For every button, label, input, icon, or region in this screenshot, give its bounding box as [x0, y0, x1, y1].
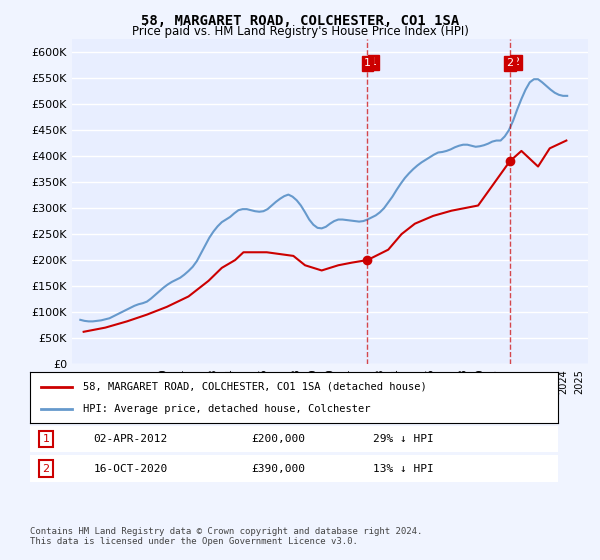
- Text: Contains HM Land Registry data © Crown copyright and database right 2024.
This d: Contains HM Land Registry data © Crown c…: [30, 526, 422, 546]
- Text: 2: 2: [42, 464, 49, 474]
- Text: Price paid vs. HM Land Registry's House Price Index (HPI): Price paid vs. HM Land Registry's House …: [131, 25, 469, 38]
- Text: 02-APR-2012: 02-APR-2012: [94, 434, 167, 444]
- Text: HPI: Average price, detached house, Colchester: HPI: Average price, detached house, Colc…: [83, 404, 370, 414]
- Text: £200,000: £200,000: [252, 434, 306, 444]
- Text: 29% ↓ HPI: 29% ↓ HPI: [373, 434, 434, 444]
- Text: 58, MARGARET ROAD, COLCHESTER, CO1 1SA: 58, MARGARET ROAD, COLCHESTER, CO1 1SA: [141, 14, 459, 28]
- Text: 2: 2: [506, 58, 514, 68]
- Text: 1: 1: [370, 57, 377, 67]
- Text: 1: 1: [43, 434, 49, 444]
- Text: 1: 1: [364, 58, 371, 68]
- Text: £390,000: £390,000: [252, 464, 306, 474]
- Text: 16-OCT-2020: 16-OCT-2020: [94, 464, 167, 474]
- Text: 2: 2: [512, 57, 520, 67]
- Text: 13% ↓ HPI: 13% ↓ HPI: [373, 464, 434, 474]
- Text: 58, MARGARET ROAD, COLCHESTER, CO1 1SA (detached house): 58, MARGARET ROAD, COLCHESTER, CO1 1SA (…: [83, 381, 427, 391]
